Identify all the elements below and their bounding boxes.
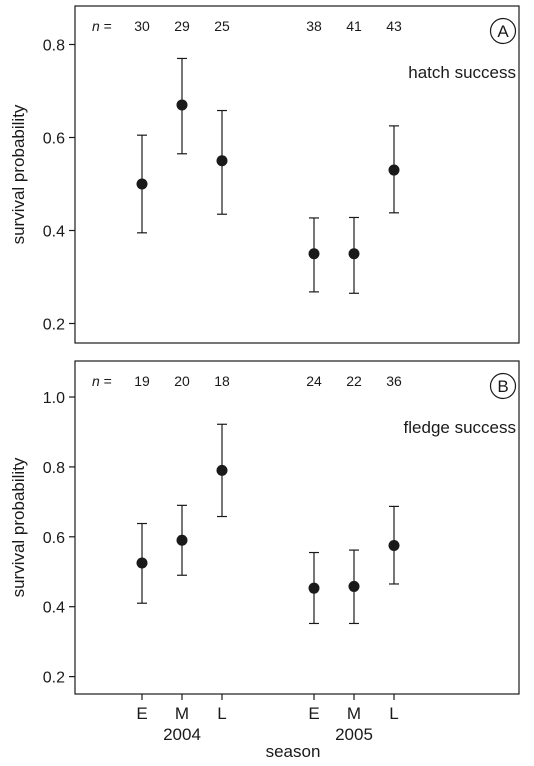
n-symbol: n	[92, 373, 100, 389]
panel-annotation: fledge success	[404, 418, 516, 437]
n-value: 43	[386, 18, 402, 34]
x-tick-label: M	[175, 704, 189, 723]
x-tick-label: L	[389, 704, 398, 723]
n-label: n =	[92, 18, 112, 34]
data-point	[176, 99, 188, 111]
n-value: 24	[306, 373, 322, 389]
y-tick-label: 0.2	[43, 670, 65, 687]
y-tick-label: 0.2	[43, 317, 65, 334]
data-point	[388, 540, 400, 552]
data-point	[176, 534, 188, 546]
data-point	[348, 248, 360, 260]
y-tick-label: 0.4	[43, 600, 65, 617]
data-point	[348, 580, 360, 592]
n-value: 22	[346, 373, 362, 389]
panel-label: A	[497, 22, 509, 41]
plot-frame	[74, 5, 520, 344]
x-axis-label: season	[266, 742, 321, 761]
y-tick-label: 0.8	[43, 460, 65, 477]
n-value: 41	[346, 18, 362, 34]
x-tick-label: E	[308, 704, 319, 723]
n-value: 19	[134, 373, 150, 389]
n-value: 36	[386, 373, 402, 389]
y-axis-label: survival probability	[9, 457, 28, 597]
y-tick-label: 1.0	[43, 390, 65, 407]
n-symbol: n	[92, 18, 100, 34]
x-tick-label: L	[217, 704, 226, 723]
data-point	[308, 248, 320, 260]
y-tick-label: 0.6	[43, 131, 65, 148]
n-value: 25	[214, 18, 230, 34]
panel-a: 0.2 0.4 0.6 0.8 survival probability n = 30 29 2…	[9, 5, 520, 344]
x-group-label-2004: 2004	[163, 725, 201, 744]
panel-label-circle	[489, 372, 517, 400]
y-axis-label: survival probability	[9, 104, 28, 244]
n-value: 18	[214, 373, 230, 389]
x-tick-label: E	[136, 704, 147, 723]
plot-frame	[74, 360, 520, 695]
panel-label: B	[497, 377, 508, 396]
n-label: n =	[92, 373, 112, 389]
panel-b: 0.2 0.4 0.6 0.8 1.0 survival probability n = 19…	[9, 360, 520, 695]
n-value: 29	[174, 18, 190, 34]
data-point	[308, 582, 320, 594]
data-point	[136, 557, 148, 569]
data-point	[216, 464, 228, 476]
n-value: 38	[306, 18, 322, 34]
n-value: 30	[134, 18, 150, 34]
n-equals: =	[100, 373, 112, 389]
n-equals: =	[100, 18, 112, 34]
panel-annotation: hatch success	[408, 63, 516, 82]
data-point	[216, 155, 228, 167]
y-tick-label: 0.6	[43, 530, 65, 547]
n-value: 20	[174, 373, 190, 389]
x-group-label-2005: 2005	[335, 725, 373, 744]
x-axis-shared: E M L E M L 2004 2005	[136, 694, 399, 744]
y-tick-label: 0.8	[43, 38, 65, 55]
data-point	[136, 178, 148, 190]
data-point	[388, 164, 400, 176]
x-tick-label: M	[347, 704, 361, 723]
panel-label-circle	[489, 17, 517, 45]
y-tick-label: 0.4	[43, 224, 65, 241]
